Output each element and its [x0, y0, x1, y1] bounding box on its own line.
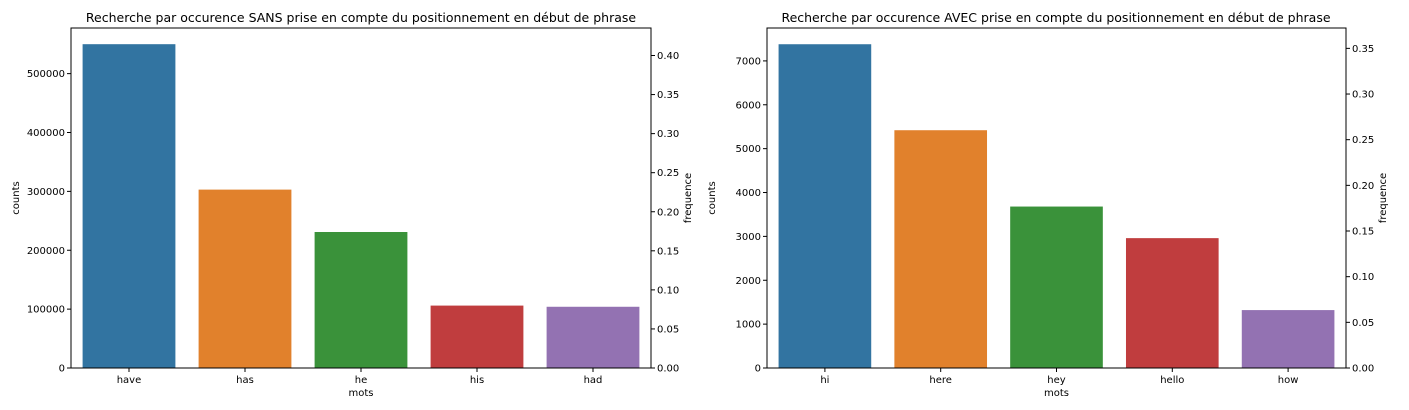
bar-he: [314, 232, 408, 368]
x-tick-label: hi: [820, 375, 829, 386]
bar-have: [82, 44, 176, 368]
bar-how: [1241, 310, 1335, 368]
x-tick-label: he: [355, 375, 368, 386]
y-right-axis-label: frequence: [683, 173, 694, 223]
y-tick-label: 300000: [27, 187, 65, 198]
y-right-axis-label: frequence: [1378, 173, 1389, 223]
y-tick-label: 400000: [27, 128, 65, 139]
bar-hey: [1010, 206, 1103, 368]
y-right-tick-label: 0.10: [1352, 272, 1374, 283]
y-right-tick-label: 0.05: [657, 324, 679, 335]
y-right-tick-label: 0.10: [657, 285, 679, 296]
bar-his: [430, 305, 524, 368]
x-axis-label: mots: [1044, 388, 1069, 399]
chart-right: Recherche par occurence AVEC prise en co…: [705, 0, 1409, 410]
y-tick-label: 3000: [736, 232, 761, 243]
chart-title: Recherche par occurence AVEC prise en co…: [781, 10, 1330, 25]
y-right-tick-label: 0.25: [657, 168, 679, 179]
y-right-tick-label: 0.35: [657, 90, 679, 101]
y-right-tick-label: 0.30: [1352, 90, 1374, 101]
x-tick-label: hey: [1047, 375, 1065, 386]
y-tick-label: 7000: [736, 56, 761, 67]
x-tick-label: have: [117, 375, 142, 386]
x-tick-label: has: [236, 375, 254, 386]
chart-right-svg: Recherche par occurence AVEC prise en co…: [707, 10, 1389, 399]
y-right-tick-label: 0.05: [1352, 318, 1374, 329]
y-tick-label: 200000: [27, 246, 65, 257]
y-tick-label: 6000: [736, 100, 761, 111]
x-tick-label: had: [584, 375, 603, 386]
y-tick-label: 500000: [27, 69, 65, 80]
y-right-tick-label: 0.20: [1352, 181, 1374, 192]
y-tick-label: 1000: [736, 320, 761, 331]
x-tick-label: here: [929, 375, 952, 386]
plot-frame: [70, 27, 652, 369]
plot-frame: [766, 27, 1347, 369]
bar-hi: [778, 44, 872, 368]
y-right-tick-label: 0.35: [1352, 44, 1374, 55]
chart-left-svg: Recherche par occurence SANS prise en co…: [11, 10, 694, 399]
x-tick-label: hello: [1160, 375, 1184, 386]
y-tick-label: 2000: [736, 276, 761, 287]
y-tick-label: 5000: [736, 144, 761, 155]
chart-title: Recherche par occurence SANS prise en co…: [86, 10, 636, 25]
y-right-tick-label: 0.15: [1352, 227, 1374, 238]
y-tick-label: 0: [59, 364, 65, 375]
x-tick-label: his: [470, 375, 484, 386]
x-tick-label: how: [1278, 375, 1299, 386]
bar-hello: [1125, 238, 1219, 368]
x-axis-label: mots: [349, 388, 374, 399]
y-axis-label: counts: [11, 181, 22, 214]
y-tick-label: 100000: [27, 305, 65, 316]
y-tick-label: 0: [755, 364, 761, 375]
y-tick-label: 4000: [736, 188, 761, 199]
y-right-tick-label: 0.00: [657, 364, 679, 375]
y-right-tick-label: 0.25: [1352, 135, 1374, 146]
y-right-tick-label: 0.15: [657, 246, 679, 257]
bar-has: [198, 189, 292, 368]
chart-left: Recherche par occurence SANS prise en co…: [11, 10, 694, 399]
y-right-tick-label: 0.40: [657, 51, 679, 62]
y-right-tick-label: 0.00: [1352, 364, 1374, 375]
bar-here: [894, 130, 988, 368]
bar-had: [546, 306, 640, 368]
y-axis-label: counts: [707, 181, 718, 214]
y-right-tick-label: 0.20: [657, 207, 679, 218]
y-right-tick-label: 0.30: [657, 129, 679, 140]
